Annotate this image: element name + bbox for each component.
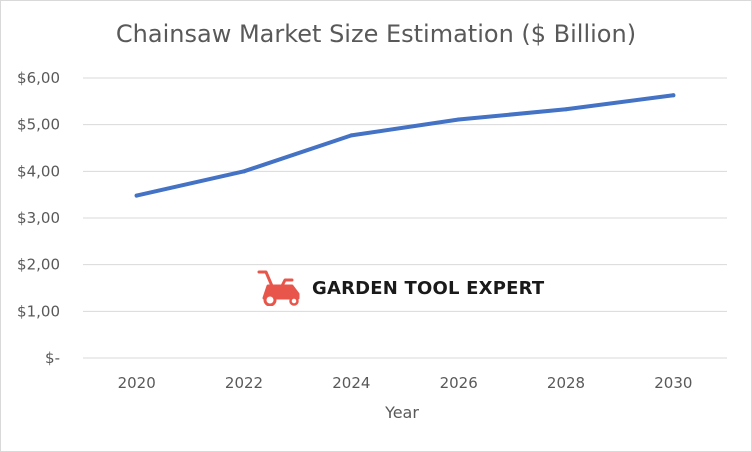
x-tick-label: 2024: [332, 374, 370, 392]
data-point: [134, 193, 139, 198]
x-tick-label: 2030: [654, 374, 692, 392]
y-tick-label: $1,00: [17, 302, 60, 320]
x-tick-label: 2026: [440, 374, 478, 392]
series-line: [134, 93, 676, 198]
x-axis-title: Year: [384, 403, 419, 422]
watermark-text: GARDEN TOOL EXPERT: [312, 277, 545, 299]
lawn-mower-icon: [257, 270, 300, 306]
x-tick-label: 2020: [118, 374, 156, 392]
y-tick-label: $2,00: [17, 256, 60, 274]
data-point: [242, 169, 246, 174]
data-point: [671, 93, 676, 98]
y-tick-label: $5,00: [17, 116, 60, 134]
data-point: [456, 117, 461, 122]
watermark-logo: GARDEN TOOL EXPERT: [256, 270, 544, 306]
x-tick-label: 2022: [225, 374, 263, 392]
y-tick-label: $4,00: [17, 162, 60, 180]
data-point: [564, 107, 568, 112]
data-point: [349, 133, 354, 138]
chart-title: Chainsaw Market Size Estimation ($ Billi…: [115, 20, 637, 48]
x-tick-label: 2028: [547, 374, 585, 392]
y-tick-label: $3,00: [17, 209, 60, 227]
y-tick-label: $-: [45, 349, 60, 367]
y-tick-label: $6,00: [17, 69, 60, 87]
